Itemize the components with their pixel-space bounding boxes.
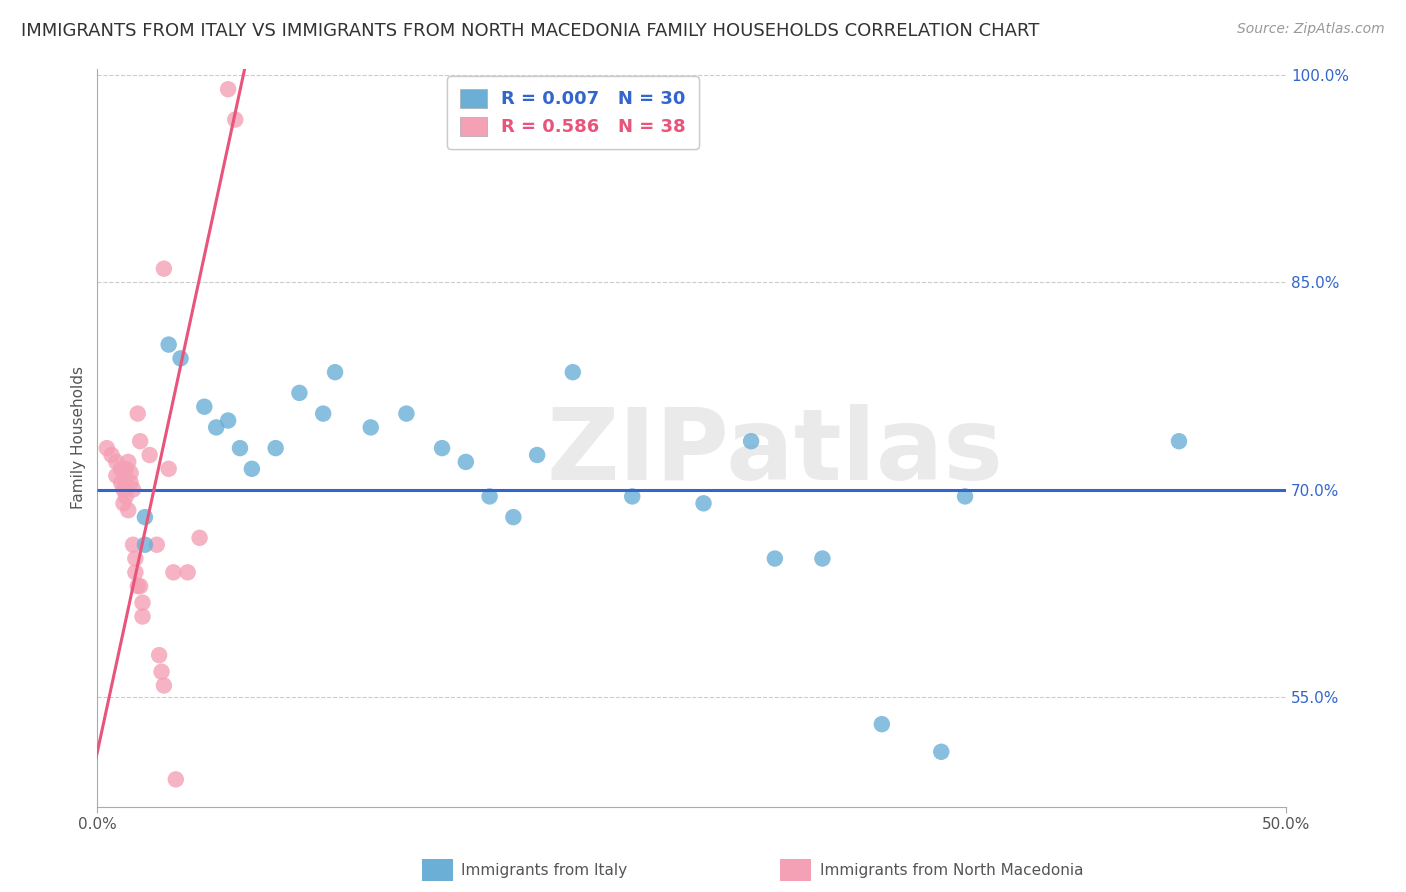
Point bbox=[134, 538, 156, 552]
Point bbox=[129, 434, 152, 449]
Point bbox=[120, 466, 142, 480]
Point bbox=[127, 579, 149, 593]
Point bbox=[288, 385, 311, 400]
Point bbox=[131, 596, 153, 610]
Point bbox=[124, 566, 146, 580]
Point bbox=[100, 448, 122, 462]
Point bbox=[115, 475, 138, 490]
Point bbox=[229, 441, 252, 455]
Point bbox=[312, 407, 335, 421]
Point bbox=[193, 400, 215, 414]
Point bbox=[217, 82, 239, 96]
Point bbox=[112, 496, 135, 510]
Point bbox=[763, 551, 786, 566]
Point bbox=[162, 566, 184, 580]
Point bbox=[692, 496, 714, 510]
Point bbox=[105, 455, 128, 469]
Point bbox=[127, 407, 149, 421]
Point bbox=[561, 365, 583, 379]
Point bbox=[811, 551, 834, 566]
Point bbox=[240, 462, 263, 476]
Point bbox=[217, 413, 239, 427]
Point bbox=[131, 609, 153, 624]
Point bbox=[323, 365, 346, 379]
Point bbox=[112, 483, 135, 497]
Point bbox=[134, 510, 156, 524]
Legend: R = 0.007   N = 30, R = 0.586   N = 38: R = 0.007 N = 30, R = 0.586 N = 38 bbox=[447, 76, 699, 149]
Point bbox=[124, 551, 146, 566]
Point bbox=[929, 745, 952, 759]
Point bbox=[146, 538, 169, 552]
Point bbox=[117, 503, 139, 517]
Point bbox=[176, 566, 198, 580]
Text: IMMIGRANTS FROM ITALY VS IMMIGRANTS FROM NORTH MACEDONIA FAMILY HOUSEHOLDS CORRE: IMMIGRANTS FROM ITALY VS IMMIGRANTS FROM… bbox=[21, 22, 1039, 40]
Point bbox=[360, 420, 382, 434]
Point bbox=[115, 462, 138, 476]
Text: Source: ZipAtlas.com: Source: ZipAtlas.com bbox=[1237, 22, 1385, 37]
Point bbox=[138, 448, 160, 462]
Point bbox=[430, 441, 453, 455]
Point bbox=[122, 483, 145, 497]
Point bbox=[395, 407, 418, 421]
Point bbox=[526, 448, 548, 462]
Point bbox=[502, 510, 524, 524]
Point bbox=[165, 772, 187, 787]
Text: ZIPatlas: ZIPatlas bbox=[547, 404, 1004, 501]
Point bbox=[264, 441, 287, 455]
Y-axis label: Family Households: Family Households bbox=[72, 367, 86, 509]
Point bbox=[454, 455, 477, 469]
Point bbox=[153, 679, 176, 693]
Point bbox=[1168, 434, 1191, 449]
Point bbox=[115, 490, 138, 504]
Point bbox=[150, 665, 173, 679]
Point bbox=[870, 717, 893, 731]
Point bbox=[129, 579, 152, 593]
Point bbox=[153, 261, 176, 276]
Point bbox=[110, 462, 132, 476]
Point bbox=[105, 468, 128, 483]
Point bbox=[96, 441, 118, 455]
Point bbox=[169, 351, 191, 366]
Point bbox=[110, 475, 132, 490]
Point bbox=[740, 434, 762, 449]
Point bbox=[157, 337, 180, 351]
Point bbox=[157, 462, 180, 476]
Point bbox=[148, 648, 170, 662]
Point bbox=[478, 490, 501, 504]
Point bbox=[188, 531, 211, 545]
Point bbox=[953, 490, 976, 504]
Point bbox=[205, 420, 228, 434]
Point bbox=[621, 490, 644, 504]
Point bbox=[224, 112, 246, 127]
Text: Immigrants from North Macedonia: Immigrants from North Macedonia bbox=[820, 863, 1083, 878]
Point bbox=[120, 475, 142, 490]
Point bbox=[122, 538, 145, 552]
Text: Immigrants from Italy: Immigrants from Italy bbox=[461, 863, 627, 878]
Point bbox=[117, 455, 139, 469]
